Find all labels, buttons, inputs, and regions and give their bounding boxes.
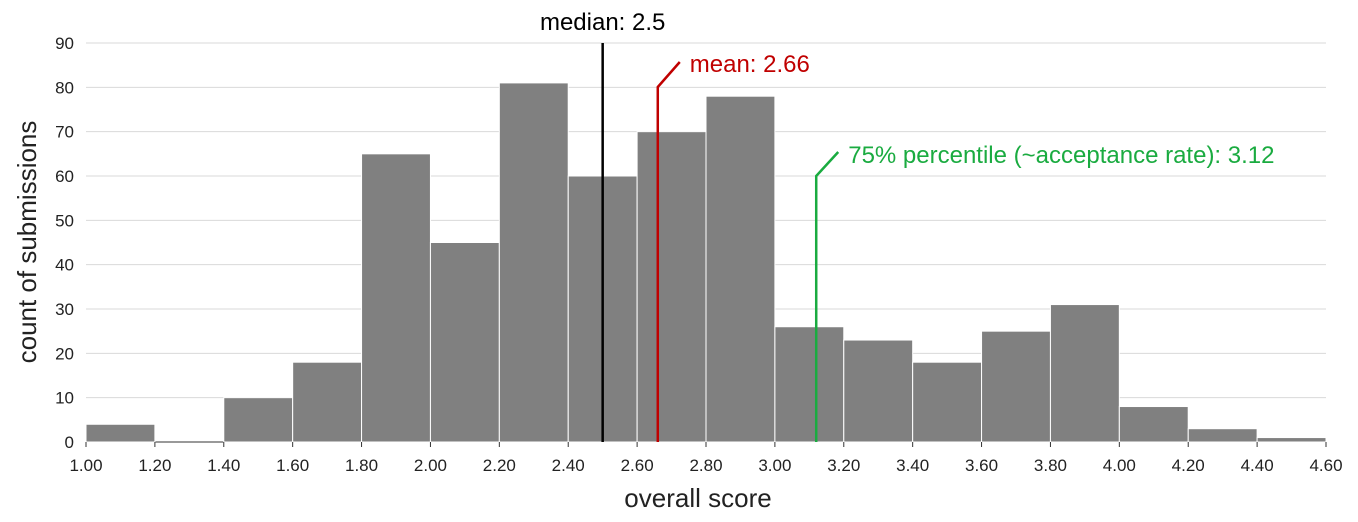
- y-tick-label: 70: [55, 123, 74, 142]
- histogram-bar: [912, 361, 983, 443]
- histogram-bar: [498, 82, 569, 443]
- histogram-bar: [1256, 437, 1327, 443]
- median-annotation: median: 2.5: [540, 9, 665, 442]
- x-tick-label: 2.40: [552, 456, 585, 475]
- x-tick-label: 4.60: [1309, 456, 1342, 475]
- x-tick-label: 3.00: [758, 456, 791, 475]
- x-tick-label: 2.20: [483, 456, 516, 475]
- x-tick-label: 4.20: [1172, 456, 1205, 475]
- percentile-line: [814, 151, 840, 442]
- y-tick-label: 30: [55, 300, 74, 319]
- x-tick-label: 3.60: [965, 456, 998, 475]
- y-tick-label: 40: [55, 256, 74, 275]
- x-tick-label: 3.20: [827, 456, 860, 475]
- histogram-bar: [705, 95, 776, 443]
- histogram-bar: [85, 423, 156, 443]
- histogram-bar: [429, 242, 500, 443]
- histogram-bar: [774, 326, 845, 443]
- y-axis-ticks: 0 10 20 30 40 50 60 70 80 90: [55, 34, 74, 452]
- mean-line: [656, 61, 681, 442]
- histogram-bar: [1118, 406, 1189, 443]
- x-tick-label: 1.60: [276, 456, 309, 475]
- x-tick-label: 1.20: [138, 456, 171, 475]
- y-tick-label: 60: [55, 167, 74, 186]
- annotations: median: 2.5 mean: 2.66 75% percentile (~ac…: [540, 9, 1274, 442]
- median-label: median: 2.5: [540, 9, 665, 36]
- x-axis-ticks: 1.00 1.20 1.40 1.60 1.80 2.00 2.20 2.40 2.60 2.80…: [69, 442, 1343, 475]
- y-tick-label: 80: [55, 78, 74, 97]
- x-tick-label: 2.80: [689, 456, 722, 475]
- histogram-bar: [981, 330, 1051, 443]
- x-tick-label: 1.00: [69, 456, 102, 475]
- percentile-annotation: 75% percentile (~acceptance rate): 3.12: [814, 142, 1274, 442]
- percentile-label: 75% percentile (~acceptance rate): 3.12: [848, 142, 1274, 169]
- x-tick-label: 4.00: [1103, 456, 1136, 475]
- histogram-bar: [1187, 428, 1258, 443]
- mean-annotation: mean: 2.66: [656, 51, 810, 442]
- histogram-bar: [223, 397, 294, 443]
- x-tick-label: 1.80: [345, 456, 378, 475]
- bars: [85, 82, 1327, 443]
- x-tick-label: 2.00: [414, 456, 447, 475]
- histogram-bar: [292, 361, 363, 443]
- histogram-bar: [1049, 304, 1120, 443]
- y-tick-label: 50: [55, 211, 74, 230]
- y-tick-label: 20: [55, 344, 74, 363]
- y-axis-title: count of submissions: [12, 121, 42, 364]
- y-tick-label: 10: [55, 389, 74, 408]
- y-tick-label: 0: [65, 433, 74, 452]
- histogram-bar: [361, 153, 431, 443]
- histogram-bar: [843, 339, 914, 443]
- histogram-bar: [636, 131, 707, 443]
- x-tick-label: 3.80: [1034, 456, 1067, 475]
- x-tick-label: 4.40: [1241, 456, 1274, 475]
- x-axis-title: overall score: [624, 483, 771, 513]
- x-tick-label: 3.40: [896, 456, 929, 475]
- x-tick-label: 2.60: [621, 456, 654, 475]
- y-tick-label: 90: [55, 34, 74, 53]
- mean-label: mean: 2.66: [690, 51, 810, 78]
- x-tick-label: 1.40: [207, 456, 240, 475]
